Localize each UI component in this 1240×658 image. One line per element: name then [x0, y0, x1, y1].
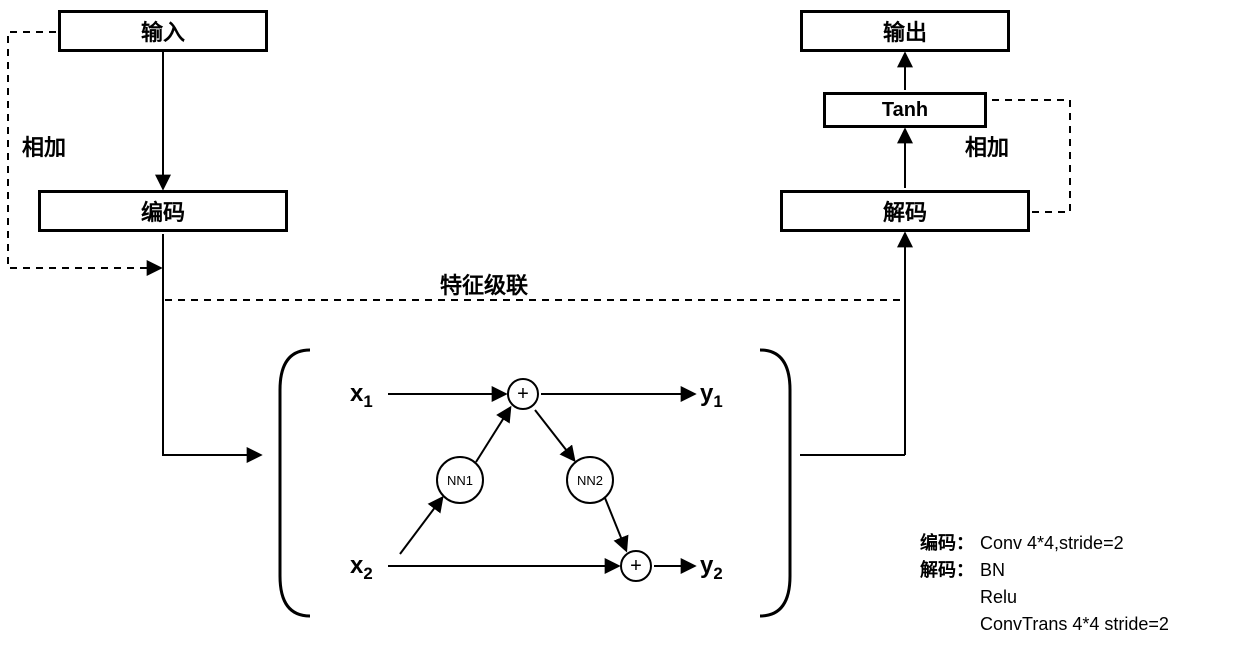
- y2-label: y2: [700, 552, 723, 584]
- nn2-label: NN2: [577, 473, 603, 488]
- x2-label: x2: [350, 552, 373, 584]
- plus-icon: +: [517, 383, 529, 406]
- output-label: 输出: [883, 15, 927, 47]
- decode-label: 解码: [883, 195, 927, 227]
- encode-label: 编码: [141, 195, 185, 227]
- feature-concat-label: 特征级联: [440, 268, 528, 300]
- output-box: 输出: [800, 10, 1010, 52]
- input-box: 输入: [58, 10, 268, 52]
- tanh-label: Tanh: [882, 99, 928, 122]
- input-label: 输入: [141, 15, 185, 47]
- nn1-label: NN1: [447, 473, 473, 488]
- plus-icon: +: [630, 555, 642, 578]
- y1-label: y1: [700, 380, 723, 412]
- tanh-box: Tanh: [823, 92, 987, 128]
- nn2-node: NN2: [566, 456, 614, 504]
- add-right-label: 相加: [965, 130, 1009, 162]
- nn1-node: NN1: [436, 456, 484, 504]
- encode-box: 编码: [38, 190, 288, 232]
- plus-node-2: +: [620, 550, 652, 582]
- legend: 编码：Conv 4*4,stride=2解码：BNReluConvTrans 4…: [920, 530, 1169, 638]
- plus-node-1: +: [507, 378, 539, 410]
- decode-box: 解码: [780, 190, 1030, 232]
- x1-label: x1: [350, 380, 373, 412]
- add-left-label: 相加: [22, 130, 66, 162]
